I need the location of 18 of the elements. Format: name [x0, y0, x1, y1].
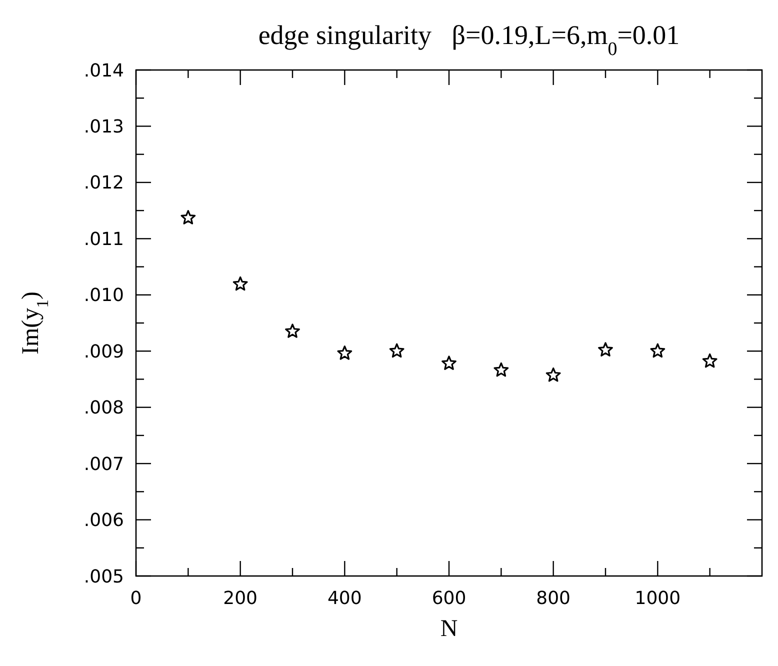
y-tick-label: .012 — [84, 172, 124, 194]
x-tick-label: 200 — [223, 588, 258, 609]
x-tick-label: 400 — [327, 588, 362, 609]
y-tick-label: .009 — [84, 341, 124, 362]
y-tick-label: .011 — [84, 228, 124, 250]
x-tick-label: 800 — [536, 588, 571, 609]
y-tick-label: .010 — [84, 285, 124, 306]
y-tick-label: .005 — [84, 566, 124, 588]
chart-title: edge singularity β=0.19,L=6,m$_{0}$=0.01 — [258, 20, 680, 60]
y-tick-label: .013 — [84, 116, 124, 138]
y-tick-label: .008 — [84, 398, 124, 419]
x-tick-label: 600 — [432, 588, 466, 609]
y-tick-label: .007 — [84, 454, 124, 475]
x-tick-label: 0 — [130, 588, 142, 609]
y-tick-label: .006 — [84, 510, 124, 532]
x-tick-label: 1000 — [634, 588, 681, 609]
x-axis-title: N — [440, 616, 458, 642]
y-tick-label: .014 — [84, 60, 124, 82]
